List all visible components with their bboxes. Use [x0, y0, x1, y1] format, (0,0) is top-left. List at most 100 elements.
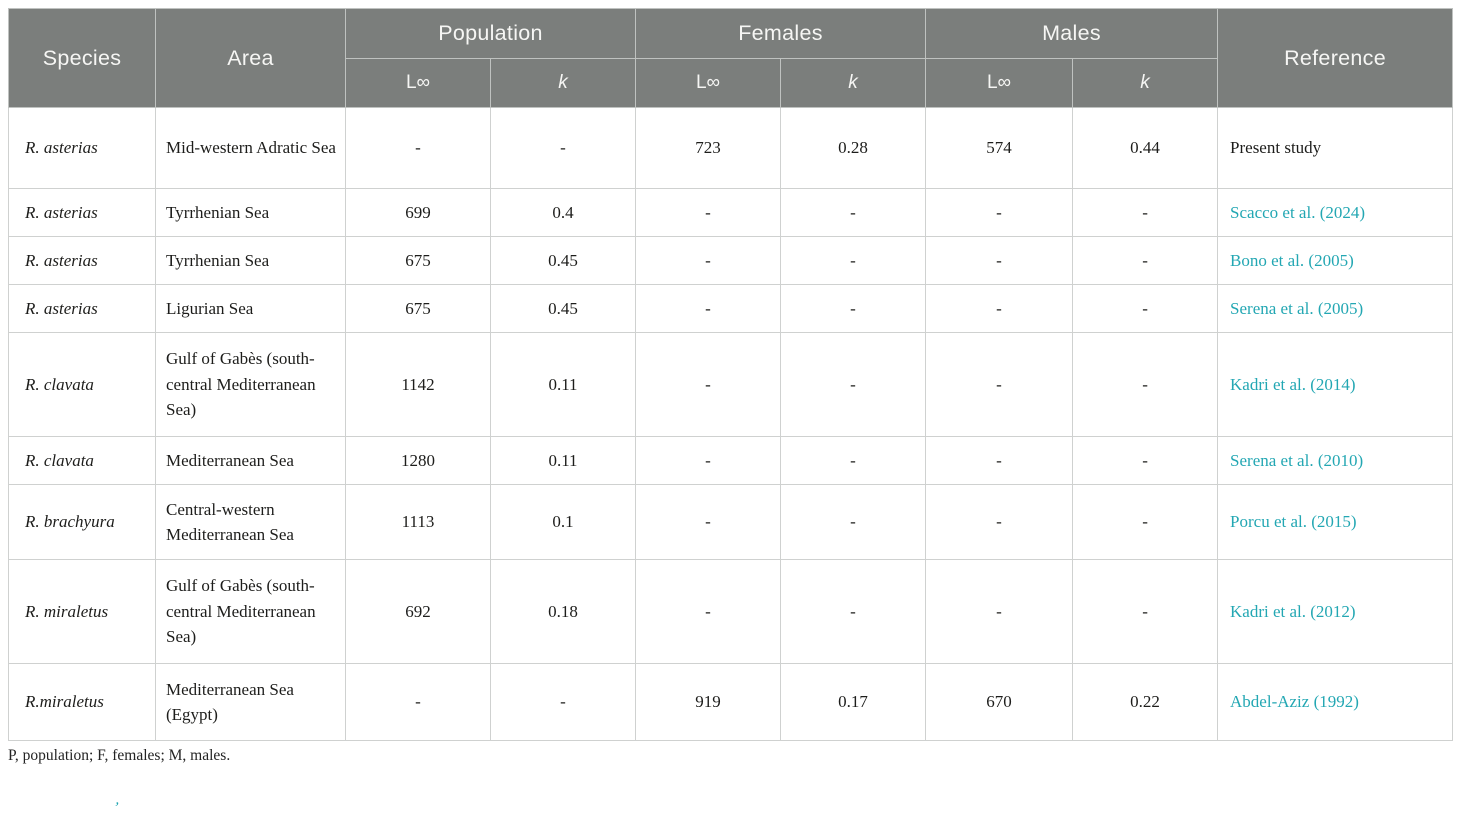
- males-linf-cell: -: [925, 332, 1074, 437]
- reference-cell: Kadri et al. (2012): [1217, 559, 1454, 664]
- females-linf-cell: -: [635, 332, 781, 437]
- reference-cell: Porcu et al. (2015): [1217, 484, 1454, 560]
- table-row: R. asterias Ligurian Sea 675 0.45 - - - …: [8, 284, 1454, 333]
- population-linf-cell: 675: [345, 284, 491, 333]
- reference-link[interactable]: Kadri et al. (2014): [1230, 374, 1356, 394]
- males-k-cell: -: [1072, 284, 1219, 333]
- area-cell: Gulf of Gabès (south-central Mediterrane…: [155, 559, 346, 664]
- males-linf-cell: 670: [925, 663, 1074, 741]
- stray-teal-mark: ’: [111, 799, 120, 817]
- males-linf-cell: -: [925, 484, 1074, 560]
- males-linf-cell: 574: [925, 107, 1074, 189]
- reference-link[interactable]: Porcu et al. (2015): [1230, 512, 1357, 532]
- reference-cell: Kadri et al. (2014): [1217, 332, 1454, 437]
- population-k-cell: 0.45: [490, 284, 636, 333]
- species-cell: R. asterias: [8, 188, 156, 237]
- area-cell: Ligurian Sea: [155, 284, 346, 333]
- table-row: R. asterias Mid-western Adratic Sea - - …: [8, 107, 1454, 189]
- header-females-k: k: [779, 58, 927, 108]
- table-row: R. asterias Tyrrhenian Sea 675 0.45 - - …: [8, 236, 1454, 285]
- area-cell: Tyrrhenian Sea: [155, 236, 346, 285]
- population-linf-cell: -: [345, 663, 491, 741]
- reference-link[interactable]: Scacco et al. (2024): [1230, 202, 1366, 222]
- population-k-cell: -: [490, 107, 636, 189]
- table-footnote: P, population; F, females; M, males.: [8, 747, 231, 764]
- growth-parameters-table: Species Area Population Females Males Re…: [8, 8, 1454, 741]
- males-k-cell: 0.22: [1072, 663, 1219, 741]
- population-k-cell: 0.11: [490, 332, 636, 437]
- reference-cell: Present study: [1217, 107, 1454, 189]
- males-linf-cell: -: [925, 284, 1074, 333]
- females-linf-cell: -: [635, 284, 781, 333]
- header-males-linf: L∞: [925, 58, 1074, 108]
- area-cell: Tyrrhenian Sea: [155, 188, 346, 237]
- females-linf-cell: 919: [635, 663, 781, 741]
- females-k-cell: -: [779, 236, 927, 285]
- table-row: R.miraletus Mediterranean Sea (Egypt) - …: [8, 663, 1454, 741]
- females-k-cell: -: [779, 559, 927, 664]
- reference-cell: Serena et al. (2010): [1217, 436, 1454, 485]
- females-linf-cell: -: [635, 436, 781, 485]
- species-cell: R. asterias: [8, 107, 156, 189]
- males-k-cell: -: [1072, 484, 1219, 560]
- females-linf-cell: -: [635, 484, 781, 560]
- header-species: Species: [8, 8, 156, 108]
- species-cell: R. clavata: [8, 436, 156, 485]
- females-k-cell: -: [779, 484, 927, 560]
- reference-cell: Serena et al. (2005): [1217, 284, 1454, 333]
- reference-link[interactable]: Serena et al. (2005): [1230, 298, 1364, 318]
- species-cell: R. miraletus: [8, 559, 156, 664]
- females-linf-cell: -: [635, 559, 781, 664]
- area-cell: Mediterranean Sea (Egypt): [155, 663, 346, 741]
- population-linf-cell: 1142: [345, 332, 491, 437]
- reference-link[interactable]: Kadri et al. (2012): [1230, 601, 1356, 621]
- area-cell: Central-western Mediterranean Sea: [155, 484, 346, 560]
- females-k-cell: -: [779, 332, 927, 437]
- population-linf-cell: 1113: [345, 484, 491, 560]
- males-linf-cell: -: [925, 559, 1074, 664]
- population-k-cell: 0.4: [490, 188, 636, 237]
- males-linf-cell: -: [925, 188, 1074, 237]
- population-k-cell: 0.18: [490, 559, 636, 664]
- reference-link[interactable]: Serena et al. (2010): [1230, 450, 1364, 470]
- header-population-k: k: [490, 58, 636, 108]
- population-linf-cell: -: [345, 107, 491, 189]
- population-k-cell: 0.45: [490, 236, 636, 285]
- population-linf-cell: 699: [345, 188, 491, 237]
- header-reference: Reference: [1217, 8, 1454, 108]
- area-cell: Gulf of Gabès (south-central Mediterrane…: [155, 332, 346, 437]
- males-k-cell: -: [1072, 559, 1219, 664]
- population-linf-cell: 692: [345, 559, 491, 664]
- males-k-cell: 0.44: [1072, 107, 1219, 189]
- reference-cell: Abdel-Aziz (1992): [1217, 663, 1454, 741]
- header-population-linf: L∞: [345, 58, 491, 108]
- males-k-cell: -: [1072, 332, 1219, 437]
- males-k-cell: -: [1072, 236, 1219, 285]
- females-k-cell: 0.17: [779, 663, 927, 741]
- males-k-cell: -: [1072, 436, 1219, 485]
- males-k-cell: -: [1072, 188, 1219, 237]
- table-row: R. brachyura Central-western Mediterrane…: [8, 484, 1454, 560]
- table-row: R. clavata Gulf of Gabès (south-central …: [8, 332, 1454, 437]
- species-cell: R. asterias: [8, 236, 156, 285]
- table-row: R. clavata Mediterranean Sea 1280 0.11 -…: [8, 436, 1454, 485]
- females-linf-cell: -: [635, 236, 781, 285]
- females-k-cell: -: [779, 436, 927, 485]
- females-k-cell: -: [779, 188, 927, 237]
- reference-link[interactable]: Bono et al. (2005): [1230, 250, 1354, 270]
- header-population: Population: [345, 8, 636, 59]
- population-k-cell: 0.11: [490, 436, 636, 485]
- header-males-k: k: [1072, 58, 1219, 108]
- males-linf-cell: -: [925, 236, 1074, 285]
- species-cell: R.miraletus: [8, 663, 156, 741]
- population-linf-cell: 675: [345, 236, 491, 285]
- population-k-cell: -: [490, 663, 636, 741]
- population-k-cell: 0.1: [490, 484, 636, 560]
- reference-link[interactable]: Abdel-Aziz (1992): [1230, 692, 1359, 712]
- area-cell: Mid-western Adratic Sea: [155, 107, 346, 189]
- reference-cell: Bono et al. (2005): [1217, 236, 1454, 285]
- table-header: Species Area Population Females Males Re…: [8, 8, 1454, 108]
- species-cell: R. asterias: [8, 284, 156, 333]
- table-row: R. miraletus Gulf of Gabès (south-centra…: [8, 559, 1454, 664]
- females-k-cell: 0.28: [779, 107, 927, 189]
